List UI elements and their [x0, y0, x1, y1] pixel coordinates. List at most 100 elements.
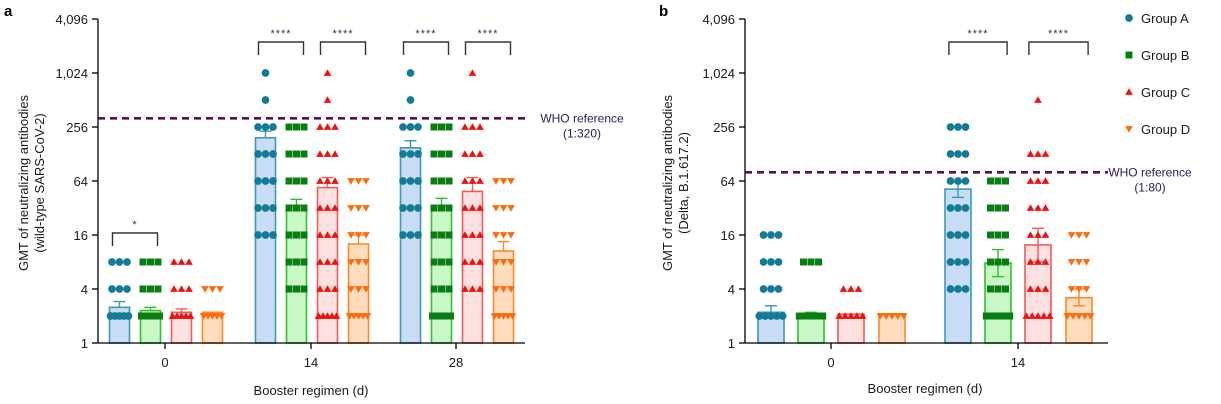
- data-point: [1002, 231, 1009, 239]
- data-point: [300, 123, 308, 131]
- data-point: [894, 313, 902, 320]
- data-point: [853, 312, 861, 319]
- data-point: [961, 150, 970, 158]
- data-point: [414, 204, 422, 212]
- data-point: [316, 123, 324, 130]
- data-point: [216, 286, 224, 293]
- data-point: [185, 285, 193, 292]
- data-point: [774, 285, 783, 293]
- data-point: [476, 258, 484, 265]
- data-point: [347, 286, 355, 293]
- data-point: [1067, 286, 1076, 293]
- data-point: [347, 178, 355, 185]
- data-point: [1081, 313, 1089, 320]
- data-point: [332, 312, 341, 319]
- significance-label: ****: [477, 28, 498, 40]
- data-point: [492, 205, 500, 212]
- data-point: [1034, 312, 1042, 319]
- data-point: [406, 204, 415, 212]
- significance-bracket: [257, 41, 305, 55]
- legend-item-group-d: Group D: [1125, 122, 1190, 137]
- data-point: [994, 231, 1002, 239]
- data-point: [778, 312, 787, 320]
- data-point: [1002, 285, 1009, 293]
- data-point: [201, 286, 209, 293]
- data-point: [847, 312, 855, 319]
- who-reference-value: (1:80): [1134, 180, 1165, 194]
- data-point: [406, 150, 415, 158]
- data-point: [1067, 259, 1076, 266]
- y-tick-label: 64: [721, 174, 735, 189]
- data-point: [987, 258, 994, 266]
- legend-label: Group B: [1141, 48, 1189, 63]
- x-tick-label: 28: [449, 355, 463, 370]
- data-point: [759, 231, 768, 239]
- data-point: [285, 177, 293, 185]
- data-point: [476, 123, 484, 130]
- circle-marker-icon: [1125, 14, 1133, 22]
- data-point: [323, 123, 332, 130]
- data-point: [954, 204, 962, 212]
- data-point: [269, 123, 277, 131]
- data-point: [987, 285, 994, 293]
- data-point: [1034, 285, 1042, 292]
- y-tick-label: 16: [721, 228, 735, 243]
- data-point: [354, 205, 363, 212]
- y-tick-label: 256: [713, 120, 735, 135]
- data-point: [447, 312, 454, 320]
- data-point: [254, 177, 262, 185]
- data-point: [468, 231, 477, 238]
- data-point: [1069, 313, 1077, 320]
- data-point: [438, 231, 445, 239]
- x-tick-label: 0: [161, 355, 168, 370]
- data-point: [461, 123, 469, 130]
- data-point: [285, 123, 293, 131]
- data-point: [1075, 232, 1083, 239]
- data-point: [476, 285, 484, 292]
- data-point: [961, 177, 970, 185]
- legend-item-group-b: Group B: [1125, 48, 1189, 63]
- legend-label: Group A: [1141, 11, 1189, 26]
- y-axis-title-line2-b: (Delta, B.1.617.2): [676, 132, 691, 234]
- significance-label: ****: [415, 28, 436, 40]
- data-point: [988, 312, 996, 320]
- data-point: [445, 150, 453, 158]
- data-point: [186, 312, 195, 319]
- data-point: [492, 178, 500, 185]
- data-point: [954, 150, 962, 158]
- data-point: [507, 178, 515, 185]
- data-point: [354, 178, 363, 185]
- data-point: [876, 313, 885, 320]
- data-point: [123, 285, 131, 293]
- data-point: [185, 258, 193, 265]
- data-point: [316, 204, 324, 211]
- data-point: [819, 312, 827, 320]
- data-point: [406, 69, 415, 77]
- data-point: [124, 312, 133, 320]
- data-point: [414, 177, 422, 185]
- y-tick-label: 64: [74, 174, 88, 189]
- who-reference-label: WHO reference: [1108, 165, 1192, 179]
- data-point: [1082, 286, 1091, 293]
- bar-group-a-day-14: [944, 188, 972, 344]
- legend-item-group-c: Group C: [1125, 85, 1190, 100]
- data-point: [759, 258, 768, 266]
- data-point: [961, 204, 970, 212]
- data-point: [323, 150, 332, 157]
- data-point: [438, 258, 445, 266]
- data-point: [1075, 286, 1083, 293]
- data-point: [323, 231, 332, 238]
- data-point: [1026, 258, 1035, 265]
- data-point: [300, 258, 308, 266]
- data-point: [406, 177, 415, 185]
- data-point: [414, 231, 422, 239]
- data-point: [1041, 285, 1050, 292]
- data-point: [468, 150, 477, 157]
- data-point: [987, 177, 994, 185]
- data-point: [300, 285, 308, 293]
- data-point: [354, 286, 363, 293]
- data-point: [1040, 312, 1048, 319]
- data-point: [438, 204, 445, 212]
